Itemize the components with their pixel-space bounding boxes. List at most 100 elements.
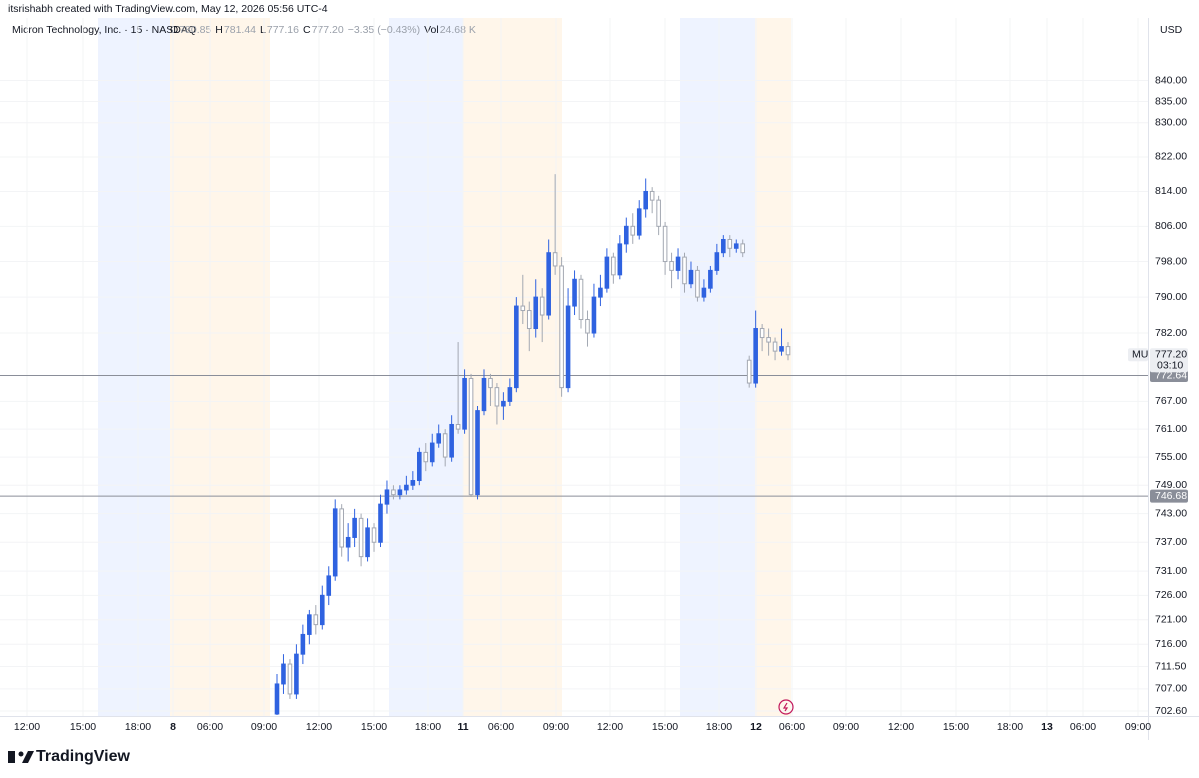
y-tick-label: 721.00	[1155, 614, 1187, 626]
candle-body	[307, 614, 312, 635]
legend-value: 24.68 K	[440, 24, 476, 36]
y-tick-label: 711.50	[1155, 660, 1186, 672]
candle-body	[630, 225, 636, 236]
candle-body	[714, 252, 720, 271]
candle-body	[740, 243, 746, 254]
candle-body	[417, 451, 422, 482]
x-tick-label: 15:00	[652, 721, 678, 733]
price-line-tag	[1150, 489, 1188, 503]
candle-body	[617, 243, 623, 276]
legend-value: 781.44	[224, 24, 256, 36]
y-tick-label: 707.00	[1155, 683, 1187, 695]
y-tick-label: 761.00	[1155, 423, 1187, 435]
candle-body	[423, 451, 429, 463]
candle-body	[384, 489, 390, 505]
candle-body	[753, 328, 758, 384]
legend-key: H	[215, 24, 223, 36]
x-tick-label: 09:00	[1125, 721, 1151, 733]
candle-body	[501, 400, 506, 407]
candle-body	[708, 269, 713, 289]
y-tick-label: 767.00	[1155, 395, 1187, 407]
icon-bolt	[782, 702, 789, 712]
candle-body	[300, 633, 306, 655]
candle-body	[669, 261, 674, 271]
candle-body	[462, 377, 467, 430]
pre-market-zone	[463, 18, 562, 716]
candle-body	[733, 243, 739, 249]
candle-body	[475, 410, 480, 496]
candle-body	[494, 387, 500, 407]
symbol-tag	[1128, 348, 1148, 362]
candle-body	[397, 489, 403, 496]
candle-body	[656, 199, 661, 227]
candle-body	[662, 225, 668, 263]
y-tick-label: 702.60	[1155, 705, 1187, 717]
candle-body	[358, 517, 364, 558]
candle-body	[455, 423, 461, 430]
x-tick-label: 06:00	[488, 721, 514, 733]
icon-ring	[778, 699, 794, 715]
candle-body	[572, 278, 577, 307]
x-tick-label: 15:00	[70, 721, 96, 733]
candle-body	[578, 278, 584, 321]
candle-body	[701, 287, 707, 298]
y-tick-label: 830.00	[1155, 117, 1187, 129]
candle-body	[326, 575, 332, 596]
pre-market-zone	[755, 18, 791, 716]
legend-value: 780.85	[179, 24, 211, 36]
x-tick-label: 09:00	[833, 721, 859, 733]
after-hours-zone	[389, 18, 463, 716]
y-tick-label: 743.00	[1155, 507, 1187, 519]
candle-body	[727, 238, 733, 249]
candle-body	[319, 594, 325, 626]
candle-body	[410, 480, 416, 486]
currency: USD	[1160, 24, 1183, 36]
x-tick-label: 8	[170, 721, 176, 733]
candle-body	[391, 489, 396, 496]
legend-key: O	[170, 24, 178, 36]
candle-body	[546, 252, 551, 316]
candle-body	[436, 433, 442, 444]
pre-market-zone	[170, 18, 270, 716]
candle-body	[429, 442, 435, 463]
attribution: itsrishabh created with TradingView.com,…	[8, 3, 328, 15]
x-tick-label: 12:00	[597, 721, 623, 733]
legend-key: L	[260, 24, 266, 36]
price-line-label: 746.68	[1155, 490, 1187, 502]
candle-body	[766, 337, 771, 343]
y-tick-label: 749.00	[1155, 479, 1187, 491]
y-tick-label: 822.00	[1155, 151, 1187, 163]
candle-body	[688, 269, 694, 285]
candle-body	[481, 377, 487, 412]
candle-body	[371, 527, 377, 543]
candle-body	[682, 256, 687, 285]
legend-key: C	[303, 24, 311, 36]
candle-body	[339, 508, 344, 548]
price-line-tag	[1150, 369, 1188, 383]
candle-body	[274, 683, 280, 715]
x-tick-label: 06:00	[1070, 721, 1096, 733]
x-tick-label: 18:00	[415, 721, 441, 733]
x-tick-label: 12:00	[888, 721, 914, 733]
candle-body	[520, 305, 526, 312]
x-tick-label: 18:00	[125, 721, 151, 733]
candle-body	[294, 653, 299, 695]
x-tick-label: 09:00	[251, 721, 277, 733]
candle-body	[604, 256, 610, 289]
candle-body	[539, 296, 545, 316]
legend-value: −3.35 (−0.43%)	[348, 24, 420, 36]
x-tick-label: 15:00	[361, 721, 387, 733]
candle-body	[598, 287, 603, 298]
x-tick-label: 09:00	[543, 721, 569, 733]
candle-body	[313, 614, 319, 626]
candle-body	[533, 296, 539, 330]
x-tick-label: 13	[1041, 721, 1053, 733]
after-hours-zone	[680, 18, 755, 716]
candle-body	[365, 527, 370, 558]
legend-key: Vol	[424, 24, 439, 36]
y-tick-label: 731.00	[1155, 565, 1187, 577]
x-tick-label: 06:00	[197, 721, 223, 733]
candle-body	[468, 377, 474, 496]
